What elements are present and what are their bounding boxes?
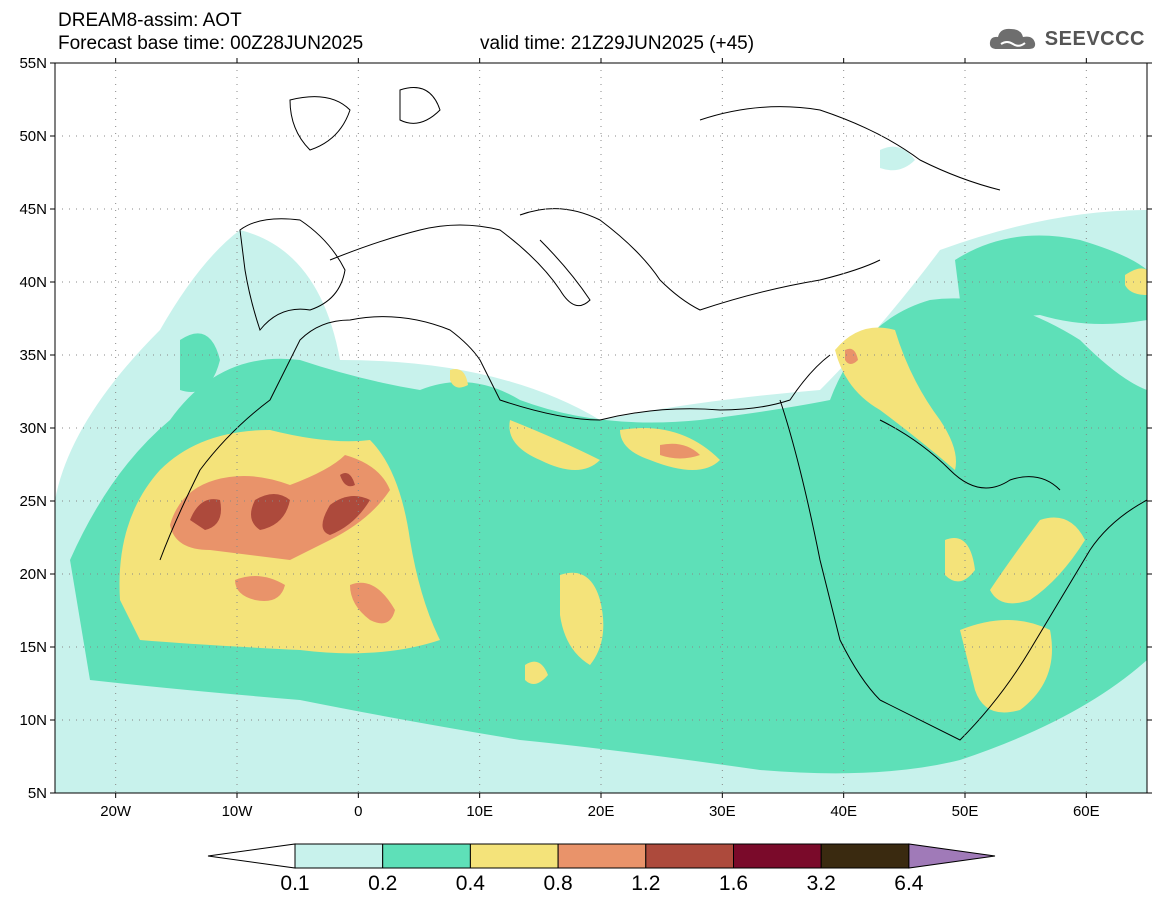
colorbar-tick-label: 0.1 [280,872,309,895]
colorbar-bin [733,843,822,869]
lat-label: 10N [19,712,47,729]
colorbar: 0.1 0.2 0.4 0.8 1.2 1.6 3.2 6.4 [207,843,996,895]
colorbar-lower-extension [207,843,296,869]
colorbar-tick-label: 0.2 [368,872,397,895]
valid-time: valid time: 21Z29JUN2025 (+45) [480,33,755,54]
colorbar-tick-label: 0.8 [543,872,572,895]
lat-label: 20N [19,566,47,583]
colorbar-bin [382,843,471,869]
seevccc-logo: SEEVCCC [987,24,1145,54]
lon-label: 10E [466,803,493,820]
map-title: DREAM8-assim: AOT [58,10,242,31]
colorbar-bin [469,843,559,869]
lat-label: 25N [19,493,47,510]
cloud-icon [989,28,1035,49]
coastlines [159,87,1147,741]
logo-text: SEEVCCC [1044,27,1145,50]
lat-label: 50N [19,128,47,145]
colorbar-upper-extension [908,843,996,869]
colorbar-tick-label: 1.6 [719,872,748,895]
lat-label: 15N [19,639,47,656]
colorbar-bin [557,843,647,869]
colorbar-bin [820,843,910,869]
lon-label: 0 [354,803,362,820]
graticule [50,58,1152,798]
lon-label: 30E [709,803,736,820]
latitude-labels: 55N 50N 45N 40N 35N 30N 25N 20N 15N 10N 5N [19,55,47,802]
lon-label: 20W [100,803,132,820]
lon-label: 10W [222,803,254,820]
lat-label: 55N [19,55,47,72]
lon-label: 50E [952,803,979,820]
colorbar-bin [294,843,384,869]
lat-label: 45N [19,201,47,218]
colorbar-tick-label: 1.2 [631,872,660,895]
lon-label: 60E [1073,803,1100,820]
colorbar-tick-label: 6.4 [894,872,924,895]
forecast-base-time: Forecast base time: 00Z28JUN2025 [58,33,364,54]
lat-label: 35N [19,347,47,364]
lon-label: 20E [588,803,615,820]
longitude-labels: 20W 10W 0 10E 20E 30E 40E 50E 60E [100,803,1099,820]
colorbar-tick-label: 0.4 [456,872,486,895]
lat-label: 5N [28,785,47,802]
colorbar-tick-label: 3.2 [807,872,836,895]
lon-label: 40E [830,803,857,820]
colorbar-bin [645,843,734,869]
lat-label: 40N [19,274,47,291]
lat-label: 30N [19,420,47,437]
